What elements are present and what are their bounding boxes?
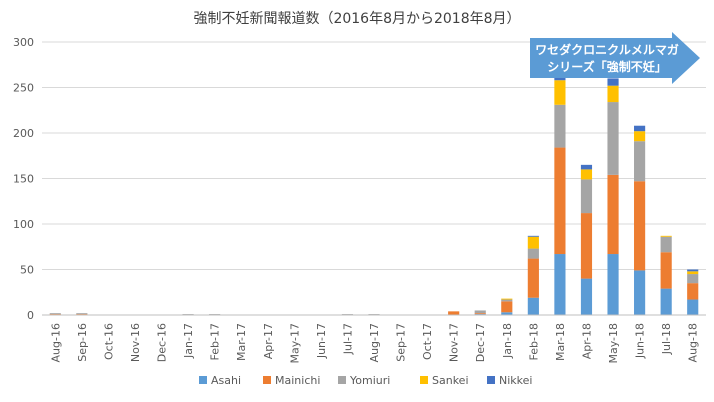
bar-yomiuri-apr-18 bbox=[580, 179, 593, 214]
x-tick-label-oct-16: Oct-16 bbox=[102, 323, 115, 360]
x-tick-label-sep-16: Sep-16 bbox=[76, 323, 89, 362]
legend-label-asahi: Asahi bbox=[211, 374, 241, 387]
y-axis-ticks: 0 50 100 150 200 250 300 bbox=[13, 36, 34, 322]
bar-nikkei-may-18 bbox=[607, 78, 619, 86]
bar-asahi-feb-18 bbox=[527, 297, 539, 315]
bar-nikkei-feb-18 bbox=[527, 235, 539, 237]
bar-nikkei-aug-18 bbox=[687, 269, 699, 272]
x-tick-label-mar-17: Mar-17 bbox=[235, 323, 248, 361]
x-tick-label-dec-17: Dec-17 bbox=[474, 323, 487, 362]
bar-asahi-mar-18 bbox=[554, 254, 566, 315]
legend-swatch-nikkei bbox=[487, 376, 495, 384]
bar-sankei-jul-18 bbox=[660, 235, 672, 237]
bar-mainichi-mar-18 bbox=[554, 147, 566, 255]
bar-asahi-apr-18 bbox=[580, 278, 593, 315]
x-tick-label-nov-17: Nov-17 bbox=[448, 323, 461, 362]
annotation-line-2: シリーズ「強制不妊」 bbox=[547, 59, 666, 74]
y-tick-label-2: 100 bbox=[13, 218, 34, 231]
bar-nikkei-apr-18 bbox=[580, 164, 593, 170]
bar-yomiuri-sep-16 bbox=[76, 313, 88, 315]
legend-label-nikkei: Nikkei bbox=[499, 374, 532, 387]
y-tick-label-6: 300 bbox=[13, 36, 34, 49]
grid-lines bbox=[42, 41, 706, 270]
bar-yomiuri-jun-18 bbox=[634, 141, 646, 182]
bar-sankei-may-18 bbox=[607, 85, 619, 103]
y-tick-label-1: 50 bbox=[20, 264, 34, 277]
legend-swatch-sankei bbox=[420, 376, 428, 384]
x-tick-label-jul-17: Jul-17 bbox=[341, 323, 354, 355]
annotation-line-1: ワセダクロニクルメルマガ bbox=[535, 42, 679, 57]
x-tick-label-jun-18: Jun-18 bbox=[634, 323, 647, 359]
bar-asahi-may-18 bbox=[607, 254, 619, 315]
bar-asahi-aug-18 bbox=[687, 299, 699, 315]
x-tick-label-feb-18: Feb-18 bbox=[527, 323, 540, 360]
x-tick-label-aug-18: Aug-18 bbox=[687, 323, 700, 362]
bar-asahi-jul-18 bbox=[660, 288, 672, 315]
legend-swatch-yomiuri bbox=[338, 376, 346, 384]
bar-nikkei-jun-18 bbox=[634, 125, 646, 132]
y-tick-label-3: 150 bbox=[13, 173, 34, 186]
chart-title: 強制不妊新聞報道数（2016年8月から2018年8月） bbox=[193, 11, 520, 27]
bar-yomiuri-aug-18 bbox=[687, 274, 699, 284]
x-tick-label-mar-18: Mar-18 bbox=[554, 323, 567, 361]
x-tick-label-dec-16: Dec-16 bbox=[156, 323, 169, 362]
y-tick-label-0: 0 bbox=[27, 309, 34, 322]
bar-yomiuri-may-18 bbox=[607, 102, 619, 175]
x-tick-label-oct-17: Oct-17 bbox=[421, 323, 434, 360]
bar-mainichi-jan-18 bbox=[501, 301, 513, 313]
y-tick-label-4: 200 bbox=[13, 127, 34, 140]
bar-yomiuri-jul-18 bbox=[660, 236, 672, 253]
bar-sankei-apr-18 bbox=[580, 169, 593, 180]
bar-sankei-jan-18 bbox=[501, 298, 513, 300]
x-tick-label-nov-16: Nov-16 bbox=[129, 323, 142, 362]
bar-mainichi-apr-18 bbox=[580, 213, 593, 279]
bars bbox=[49, 74, 699, 315]
bar-yomiuri-aug-16 bbox=[49, 313, 61, 315]
bar-yomiuri-feb-18 bbox=[527, 248, 539, 259]
x-tick-label-jan-17: Jan-17 bbox=[182, 323, 195, 359]
legend-swatch-mainichi bbox=[263, 376, 271, 384]
x-tick-label-may-17: May-17 bbox=[288, 323, 301, 364]
legend-swatch-asahi bbox=[199, 376, 207, 384]
x-tick-label-aug-16: Aug-16 bbox=[49, 323, 62, 362]
y-tick-label-5: 250 bbox=[13, 82, 34, 95]
bar-yomiuri-jan-18 bbox=[501, 299, 513, 302]
x-tick-label-jul-18: Jul-18 bbox=[660, 323, 673, 355]
bar-mainichi-feb-18 bbox=[527, 258, 539, 298]
legend-label-mainichi: Mainichi bbox=[275, 374, 320, 387]
bar-yomiuri-dec-17 bbox=[474, 310, 486, 314]
bar-mainichi-may-18 bbox=[607, 174, 619, 255]
bar-mainichi-jun-18 bbox=[634, 181, 646, 271]
annotation-arrow: ワセダクロニクルメルマガ シリーズ「強制不妊」 bbox=[530, 32, 700, 84]
legend: Asahi Mainichi Yomiuri Sankei Nikkei bbox=[199, 374, 532, 387]
x-tick-label-jan-18: Jan-18 bbox=[501, 323, 514, 359]
bar-sankei-aug-18 bbox=[687, 271, 699, 275]
legend-label-sankei: Sankei bbox=[432, 374, 469, 387]
legend-label-yomiuri: Yomiuri bbox=[349, 374, 390, 387]
x-tick-label-jun-17: Jun-17 bbox=[315, 323, 328, 359]
x-tick-label-apr-17: Apr-17 bbox=[262, 323, 275, 359]
arrow-shape bbox=[530, 32, 700, 84]
x-tick-label-apr-18: Apr-18 bbox=[580, 323, 593, 359]
bar-asahi-jan-18 bbox=[501, 312, 513, 315]
bar-mainichi-nov-17 bbox=[448, 311, 460, 315]
bar-asahi-jun-18 bbox=[634, 270, 646, 315]
x-tick-label-aug-17: Aug-17 bbox=[368, 323, 381, 362]
x-tick-label-sep-17: Sep-17 bbox=[395, 323, 408, 362]
bar-mainichi-dec-17 bbox=[474, 313, 486, 315]
bar-sankei-jun-18 bbox=[634, 131, 646, 142]
x-axis-ticks: Aug-16 Sep-16 Oct-16 Nov-16 Dec-16 Jan-17 Feb-… bbox=[49, 323, 699, 364]
bar-yomiuri-mar-18 bbox=[554, 104, 566, 148]
bar-sankei-mar-18 bbox=[554, 80, 566, 105]
x-tick-label-may-18: May-18 bbox=[607, 323, 620, 364]
x-tick-label-feb-17: Feb-17 bbox=[209, 323, 222, 360]
bar-mainichi-jul-18 bbox=[660, 252, 672, 289]
bar-mainichi-aug-18 bbox=[687, 283, 699, 300]
bar-sankei-feb-18 bbox=[527, 236, 539, 249]
